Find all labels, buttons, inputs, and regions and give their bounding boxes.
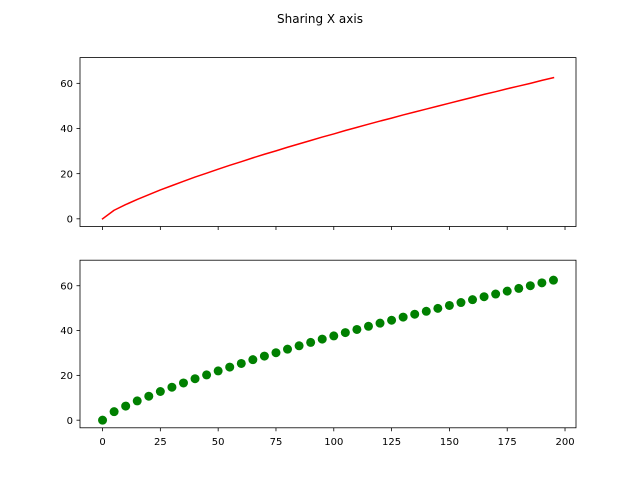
top-ticks: 0 20 40 60: [60, 79, 566, 230]
data-point: [283, 344, 293, 354]
data-point: [514, 283, 524, 293]
data-point: [271, 348, 281, 358]
data-point: [317, 334, 327, 344]
data-point: [109, 407, 119, 417]
bottom-x-tick-label: 25: [154, 437, 167, 448]
data-point: [340, 328, 350, 338]
data-point: [248, 355, 258, 365]
bottom-axes: 0 25 50 75 100 125 150 175 200 0 20 40 60: [60, 259, 577, 448]
bottom-y-tick-label: 60: [60, 281, 73, 292]
top-y-tick-label: 60: [60, 79, 73, 90]
data-point: [479, 292, 489, 302]
top-y-tick-label: 40: [60, 124, 73, 135]
data-point: [433, 303, 443, 313]
data-point: [491, 289, 501, 299]
bottom-y-tick-label: 40: [60, 326, 73, 337]
data-point: [236, 358, 246, 368]
data-point: [202, 370, 212, 380]
bottom-x-tick-label: 0: [99, 437, 105, 448]
data-point: [375, 318, 385, 328]
bottom-x-tick-label: 175: [498, 437, 517, 448]
bottom-y-tick-label: 0: [67, 416, 73, 427]
bottom-x-tick-label: 200: [555, 437, 574, 448]
data-point: [132, 396, 142, 406]
data-point: [306, 337, 316, 347]
data-point: [144, 391, 154, 401]
data-point: [329, 331, 339, 341]
data-point: [363, 321, 373, 331]
data-point: [225, 362, 235, 372]
data-point: [294, 341, 304, 351]
top-line-layer: [101, 76, 555, 220]
data-point: [525, 281, 535, 291]
bottom-x-tick-label: 100: [324, 437, 343, 448]
data-point: [259, 351, 269, 361]
top-y-tick-label: 20: [60, 169, 73, 180]
data-point: [98, 415, 108, 425]
data-point: [352, 324, 362, 334]
data-point: [410, 309, 420, 319]
data-point: [537, 278, 547, 288]
top-axes: 0 20 40 60: [60, 57, 577, 230]
data-point: [155, 387, 165, 396]
figure-title: Sharing X axis: [277, 12, 363, 26]
data-point: [456, 298, 466, 308]
bottom-x-tick-label: 150: [440, 437, 459, 448]
data-point: [167, 382, 177, 392]
data-point: [190, 374, 200, 384]
data-point: [444, 300, 454, 310]
bottom-x-tick-label: 50: [212, 437, 225, 448]
data-point: [502, 286, 512, 296]
data-point: [387, 315, 397, 325]
data-point: [178, 378, 188, 388]
top-axes-frame: [79, 57, 577, 227]
bottom-scatter-layer: [98, 275, 558, 425]
bottom-x-tick-label: 75: [270, 437, 283, 448]
data-point: [213, 366, 223, 376]
bottom-axes-frame: [79, 259, 577, 429]
data-point: [398, 312, 408, 322]
top-y-tick-label: 0: [67, 214, 73, 225]
data-point: [468, 295, 478, 305]
series-line: [101, 76, 555, 220]
data-point: [121, 401, 131, 411]
data-point: [548, 275, 558, 285]
bottom-x-tick-label: 125: [382, 437, 401, 448]
bottom-ticks: 0 25 50 75 100 125 150 175 200 0 20 40 60: [60, 281, 574, 447]
bottom-y-tick-label: 20: [60, 371, 73, 382]
data-point: [421, 306, 431, 316]
